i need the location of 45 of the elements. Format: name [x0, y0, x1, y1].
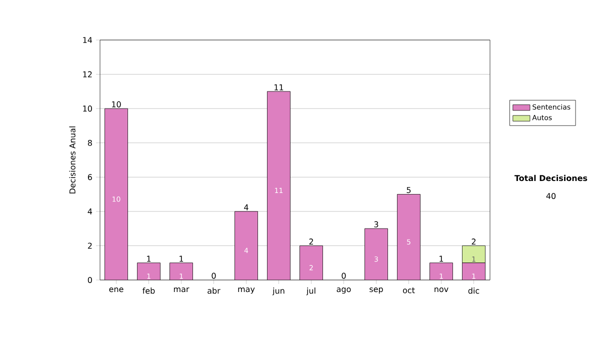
y-tick-label: 6 — [88, 174, 92, 180]
total-label: 1 — [180, 256, 184, 262]
total-label: 2 — [309, 238, 313, 245]
x-tick-label: nov — [434, 288, 448, 292]
total-label: 0 — [342, 272, 346, 279]
bar — [300, 246, 323, 280]
x-tick-label: dic — [468, 288, 480, 294]
y-tick-label: 0 — [88, 276, 92, 284]
bar — [170, 262, 193, 280]
x-tick-label: ago — [336, 288, 351, 294]
bar — [430, 262, 453, 280]
x-tick-label: feb — [142, 288, 155, 294]
total-label: 1 — [147, 256, 151, 262]
x-tick-label: may — [238, 288, 255, 294]
x-tick-label: sep — [370, 288, 383, 294]
total-label: 11 — [274, 84, 284, 90]
bar — [462, 262, 486, 280]
total-label: 2 — [472, 238, 476, 245]
y-tick-label: 14 — [83, 37, 92, 43]
y-tick-label: 2 — [88, 242, 92, 249]
bar — [364, 228, 388, 280]
x-tick-label: oct — [402, 288, 415, 294]
y-tick-label: 4 — [88, 208, 92, 214]
x-tick-label: jul — [306, 288, 316, 296]
x-tick-label: ene — [109, 288, 124, 292]
y-tick-label: 10 — [83, 106, 92, 112]
bar — [234, 211, 258, 280]
bar — [267, 91, 290, 280]
y-axis-title: Decisiones Anual — [69, 126, 76, 194]
total-label: 10 — [112, 101, 121, 108]
y-tick-label: 12 — [83, 71, 92, 78]
text: 40 — [546, 192, 556, 200]
total-label: 1 — [440, 256, 444, 262]
total-label: 0 — [212, 272, 216, 279]
bar — [397, 194, 420, 280]
total-label: 5 — [406, 187, 411, 194]
x-tick-label: mar — [174, 288, 190, 292]
bar — [137, 262, 160, 280]
text: Total Decisiones — [514, 174, 588, 182]
total-label: 4 — [244, 204, 248, 210]
x-tick-label: jun — [272, 288, 284, 296]
y-tick-label: 8 — [88, 140, 92, 146]
total-label: 3 — [374, 221, 378, 228]
bar — [104, 108, 128, 280]
x-tick-label: abr — [208, 288, 220, 294]
